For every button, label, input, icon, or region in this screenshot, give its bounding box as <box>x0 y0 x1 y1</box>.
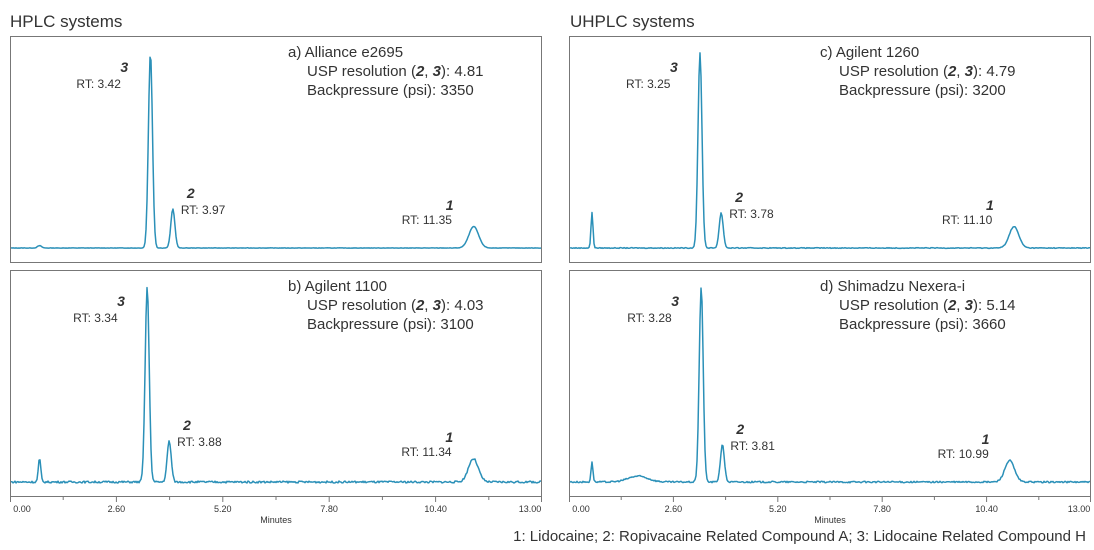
peak-number-label: 2 <box>183 417 191 434</box>
usp-resolution: USP resolution (2, 3): 4.03 <box>307 297 484 314</box>
hplc-section-title: HPLC systems <box>10 12 123 31</box>
x-tick-label: 2.60 <box>664 504 683 514</box>
chromatogram-panel-d: d) Shimadzu Nexera-i USP resolution (2, 3… <box>569 270 1091 497</box>
uhplc-section-title: UHPLC systems <box>570 12 695 31</box>
peak-number-label: 1 <box>445 196 454 213</box>
x-tick-label: 13.00 <box>1067 504 1091 514</box>
x-axis-title: Minutes <box>814 515 846 525</box>
usp-resolution: USP resolution (2, 3): 4.81 <box>307 63 484 80</box>
run-info: c) Agilent 1260 USP resolution (2, 3): 4.… <box>820 43 1016 100</box>
x-axis-right: 0.00 2.60 5.20 7.80 10.40 13.00 Minutes <box>569 497 1091 527</box>
x-tick-label: 2.60 <box>107 504 126 514</box>
x-axis-left: 0.00 2.60 5.20 7.80 10.40 13.00 Minutes <box>10 497 542 527</box>
retention-time-label: RT: 3.81 <box>730 438 775 453</box>
x-axis-ticks <box>10 497 542 502</box>
retention-time-label: RT: 11.35 <box>401 212 452 227</box>
retention-time-label: RT: 3.34 <box>73 311 118 325</box>
peak-number-label: 2 <box>735 188 743 205</box>
x-tick-label: 0.00 <box>13 504 31 514</box>
compound-legend: 1: Lidocaine; 2: Ropivacaine Related Com… <box>513 528 1086 545</box>
retention-time-label: RT: 3.88 <box>177 435 222 450</box>
system-title: b) Agilent 1100 <box>288 278 387 295</box>
retention-time-label: RT: 3.78 <box>729 206 774 221</box>
retention-time-label: RT: 3.42 <box>76 77 121 91</box>
chromatogram-trace <box>11 286 541 484</box>
backpressure: Backpressure (psi): 3100 <box>307 316 474 333</box>
system-title: d) Shimadzu Nexera-i <box>820 278 966 295</box>
backpressure: Backpressure (psi): 3660 <box>839 316 1006 333</box>
backpressure: Backpressure (psi): 3200 <box>839 82 1006 99</box>
retention-time-label: RT: 3.28 <box>627 311 672 325</box>
retention-time-label: RT: 11.10 <box>942 212 993 227</box>
chromatogram-plot <box>570 52 1090 250</box>
x-axis-title: Minutes <box>260 515 292 525</box>
x-tick-label: 7.80 <box>873 504 891 514</box>
chromatogram-plot <box>570 287 1090 484</box>
chromatogram-panel-b: b) Agilent 1100 USP resolution (2, 3): 4.… <box>10 270 542 497</box>
peak-number-label: 1 <box>445 428 454 445</box>
retention-time-label: RT: 11.34 <box>401 444 452 459</box>
chromatogram-trace <box>570 287 1090 484</box>
run-info: d) Shimadzu Nexera-i USP resolution (2, 3… <box>820 277 1016 334</box>
system-title: a) Alliance e2695 <box>288 44 404 61</box>
chromatogram-plot <box>11 286 541 484</box>
run-info: a) Alliance e2695 USP resolution (2, 3): … <box>288 43 484 100</box>
chromatogram-panel-c: c) Agilent 1260 USP resolution (2, 3): 4.… <box>569 36 1091 263</box>
retention-time-label: RT: 3.97 <box>180 203 226 217</box>
usp-resolution: USP resolution (2, 3): 4.79 <box>839 63 1016 80</box>
peak-number-label: 3 <box>117 293 125 309</box>
chromatogram-trace <box>570 52 1090 250</box>
chromatogram-panel-a: a) Alliance e2695 USP resolution (2, 3): … <box>10 36 542 263</box>
x-tick-label: 5.20 <box>769 504 787 514</box>
peak-number-label: 1 <box>981 430 990 447</box>
backpressure: Backpressure (psi): 3350 <box>307 82 474 99</box>
peak-number-label: 2 <box>736 420 745 437</box>
usp-resolution: USP resolution (2, 3): 5.14 <box>839 297 1016 314</box>
x-tick-label: 7.80 <box>320 504 338 514</box>
x-tick-label: 13.00 <box>518 504 542 514</box>
peak-number-label: 3 <box>670 59 678 75</box>
x-axis-ticks <box>569 497 1091 502</box>
retention-time-label: RT: 10.99 <box>937 446 989 461</box>
peak-number-label: 2 <box>186 185 195 201</box>
chromatogram-trace <box>11 56 541 249</box>
peak-number-label: 1 <box>986 196 994 213</box>
x-tick-label: 10.40 <box>424 504 447 514</box>
chromatogram-plot <box>11 56 541 249</box>
x-tick-label: 0.00 <box>572 504 590 514</box>
system-title: c) Agilent 1260 <box>820 44 920 61</box>
run-info: b) Agilent 1100 USP resolution (2, 3): 4.… <box>288 277 484 334</box>
x-tick-label: 10.40 <box>975 504 998 514</box>
peak-number-label: 3 <box>671 293 679 309</box>
retention-time-label: RT: 3.25 <box>626 77 671 91</box>
peak-number-label: 3 <box>120 59 129 75</box>
x-tick-label: 5.20 <box>214 504 232 514</box>
